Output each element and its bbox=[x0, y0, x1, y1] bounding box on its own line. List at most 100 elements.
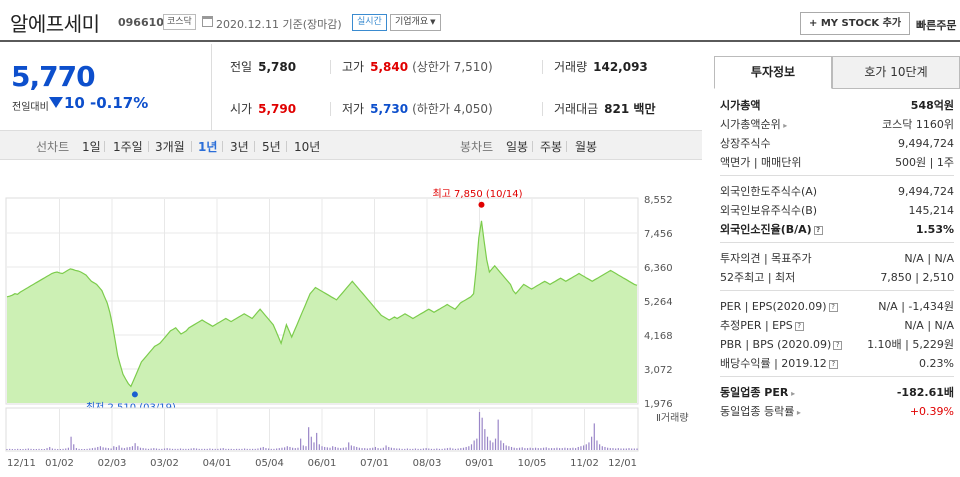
volume-bar bbox=[585, 444, 587, 450]
volume-bar bbox=[529, 447, 531, 450]
volume-bar bbox=[243, 448, 246, 450]
tab-period-5y[interactable]: 5년 bbox=[262, 140, 281, 154]
info-value: 7,850 | 2,510 bbox=[880, 271, 954, 284]
x-tick-label: 03/02 bbox=[150, 458, 179, 469]
divider bbox=[330, 102, 331, 116]
tab-line-chart[interactable]: 선차트 bbox=[36, 140, 70, 154]
volume-bar bbox=[577, 446, 579, 450]
volume-bar bbox=[481, 417, 483, 450]
volume-bar bbox=[54, 448, 56, 450]
volume-bar bbox=[374, 446, 376, 450]
volume-bar bbox=[6, 449, 8, 450]
tab-candle-chart[interactable]: 봉차트 bbox=[460, 140, 494, 154]
tab-candle-weekly[interactable]: 주봉 bbox=[540, 140, 563, 154]
volume-bar bbox=[556, 447, 558, 450]
tab-period-10y[interactable]: 10년 bbox=[294, 140, 321, 154]
volume-bar bbox=[187, 448, 190, 450]
tab-investment-info[interactable]: 투자정보 bbox=[714, 56, 832, 89]
chevron-right-icon[interactable]: ▸ bbox=[794, 408, 801, 417]
help-icon[interactable]: ? bbox=[794, 321, 804, 331]
volume-bar bbox=[198, 448, 200, 450]
tab-candle-monthly[interactable]: 월봉 bbox=[575, 140, 598, 154]
low-marker bbox=[131, 391, 138, 398]
divider bbox=[104, 141, 105, 152]
stat-low: 저가 5,730 (하한가 4,050) bbox=[342, 100, 493, 117]
company-overview-dropdown[interactable]: 기업개요 ▼ bbox=[390, 14, 441, 31]
volume-bar bbox=[214, 448, 216, 450]
volume-bar bbox=[51, 448, 53, 450]
stat-value: 821 백만 bbox=[604, 102, 656, 116]
info-label: 외국인보유주식수(B) bbox=[720, 201, 817, 220]
down-arrow-icon bbox=[49, 97, 63, 108]
volume-bar bbox=[57, 449, 59, 450]
volume-bar bbox=[33, 449, 35, 450]
volume-bar bbox=[297, 447, 299, 450]
info-label: 외국인한도주식수(A) bbox=[720, 182, 817, 201]
volume-bar bbox=[337, 447, 339, 450]
volume-bar bbox=[566, 448, 569, 450]
volume-bar bbox=[625, 448, 627, 450]
divider bbox=[222, 141, 223, 152]
volume-bar bbox=[102, 447, 104, 450]
volume-bar bbox=[478, 412, 481, 450]
volume-bar bbox=[257, 448, 259, 450]
volume-bar bbox=[353, 446, 355, 450]
y-tick-label: 1,976 bbox=[644, 399, 673, 410]
help-icon[interactable]: ? bbox=[833, 340, 843, 350]
help-icon[interactable]: ? bbox=[813, 225, 823, 235]
quick-order-link[interactable]: 빠른주문 bbox=[916, 19, 957, 32]
info-label: 외국인소진율(B/A)? bbox=[720, 220, 823, 239]
chevron-right-icon[interactable]: ▸ bbox=[780, 121, 788, 130]
volume-bar bbox=[350, 445, 352, 450]
tab-period-1d[interactable]: 1일 bbox=[82, 140, 101, 154]
volume-bar bbox=[278, 448, 280, 450]
volume-bar bbox=[454, 448, 457, 450]
help-icon[interactable]: ? bbox=[828, 359, 838, 369]
volume-bar bbox=[113, 446, 115, 450]
volume-bar bbox=[25, 448, 27, 450]
volume-bar bbox=[273, 448, 275, 450]
volume-bar bbox=[110, 448, 112, 450]
info-row: 동일업종 등락률 ▸ +0.39% bbox=[720, 402, 954, 421]
info-row: 외국인보유주식수(B) 145,214 bbox=[720, 201, 954, 220]
tab-period-1y[interactable]: 1년 bbox=[198, 140, 218, 154]
volume-bar bbox=[569, 448, 571, 450]
tab-candle-daily[interactable]: 일봉 bbox=[506, 140, 529, 154]
volume-bar bbox=[564, 447, 566, 450]
volume-bar bbox=[486, 436, 489, 450]
volume-bar bbox=[27, 448, 29, 450]
volume-bar bbox=[620, 448, 622, 450]
volume-bar bbox=[302, 445, 304, 450]
stock-header: 알에프세미 096610 코스닥 2020.12.11 기준(장마감) 실시간 … bbox=[0, 0, 960, 42]
help-icon[interactable]: ? bbox=[828, 302, 838, 312]
info-label-text: 추정PER | EPS bbox=[720, 319, 793, 332]
tab-period-1w[interactable]: 1주일 bbox=[113, 140, 143, 154]
info-value: 500원 | 1주 bbox=[895, 156, 954, 169]
price-chart[interactable]: 8,552 7,456 6,360 5,264 4,168 3,072 1,976 최고 7… bbox=[0, 162, 702, 477]
volume-bar bbox=[62, 448, 64, 450]
info-label: 배당수익률 | 2019.12? bbox=[720, 354, 838, 373]
y-tick-label: 3,072 bbox=[644, 365, 673, 376]
volume-bar bbox=[97, 446, 99, 450]
volume-bar bbox=[41, 449, 43, 450]
volume-bar bbox=[369, 448, 371, 450]
info-label-text: 외국인한도주식수(A) bbox=[720, 185, 818, 198]
tab-period-3m[interactable]: 3개월 bbox=[155, 140, 185, 154]
volume-bar bbox=[193, 448, 195, 450]
tab-period-3y[interactable]: 3년 bbox=[230, 140, 249, 154]
info-row: 52주최고 | 최저 7,850 | 2,510 bbox=[720, 268, 954, 287]
info-value: N/A | N/A bbox=[904, 319, 954, 332]
tab-order-book[interactable]: 호가 10단계 bbox=[832, 56, 960, 89]
y-tick-label: 4,168 bbox=[644, 331, 673, 342]
stock-name: 알에프세미 bbox=[10, 12, 100, 36]
info-row: 액면가 | 매매단위 500원 | 1주 bbox=[720, 153, 954, 172]
current-price: 5,770 bbox=[11, 60, 96, 93]
diff-label: 전일대비 bbox=[12, 102, 49, 113]
add-my-stock-button[interactable]: + MY STOCK 추가 bbox=[800, 12, 911, 35]
realtime-button[interactable]: 실시간 bbox=[352, 14, 387, 31]
volume-bar bbox=[468, 446, 470, 450]
price-line bbox=[6, 220, 638, 388]
volume-bar bbox=[169, 448, 171, 450]
volume-bar bbox=[441, 448, 443, 450]
chevron-right-icon[interactable]: ▸ bbox=[788, 389, 796, 398]
